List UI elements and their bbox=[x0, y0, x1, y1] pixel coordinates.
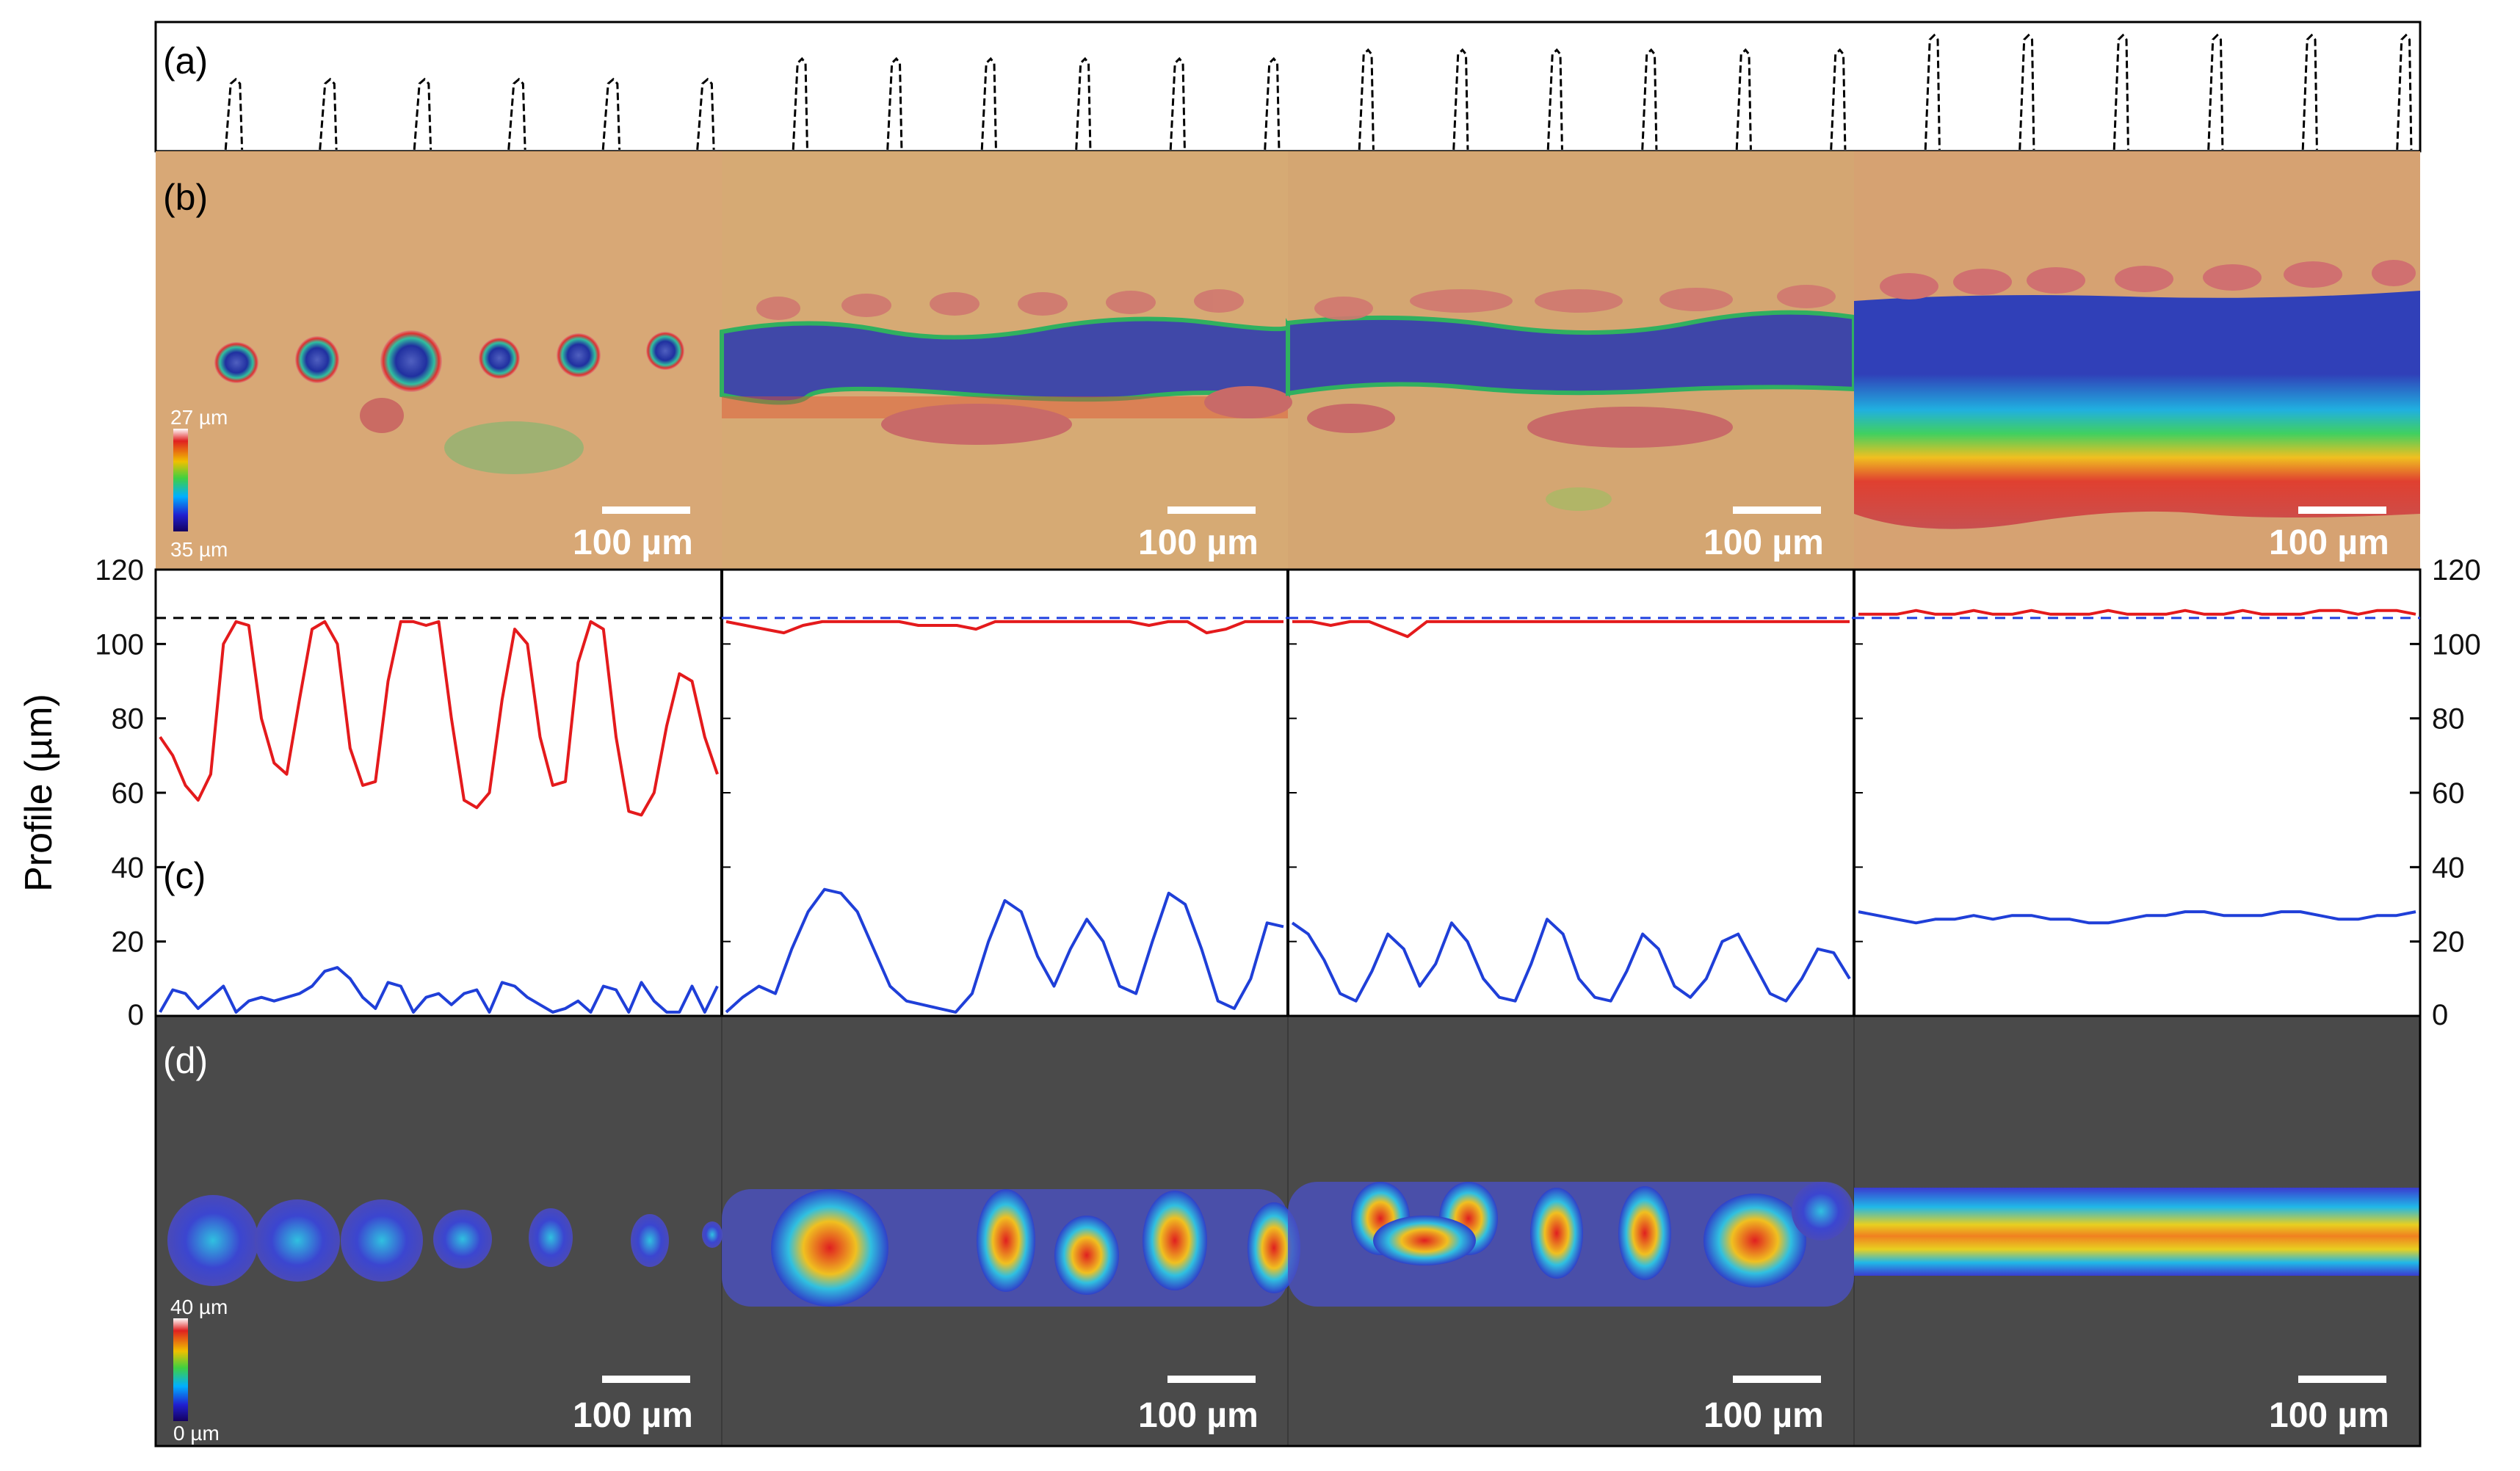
drop bbox=[360, 398, 404, 433]
y-tick-label-right: 100 bbox=[2432, 628, 2481, 661]
colorbar-b-top-label: 27 µm bbox=[170, 406, 228, 429]
series-line bbox=[159, 966, 719, 1014]
pulse bbox=[601, 77, 621, 150]
peaks bbox=[1351, 1182, 1850, 1287]
y-tick-label-right: 40 bbox=[2432, 851, 2465, 884]
series-line bbox=[1858, 910, 2416, 925]
panel-b-height-maps: 27 µm 35 µm (b) 100 µm 100 µm 100 µm 100… bbox=[156, 151, 2420, 570]
y-tick-label-right: 0 bbox=[2432, 999, 2448, 1031]
ridge-row bbox=[1314, 285, 1836, 320]
series-line bbox=[159, 620, 719, 817]
pulse bbox=[2018, 33, 2035, 150]
scale-bar-label: 100 µm bbox=[1703, 1396, 1824, 1435]
colorbar-b-bottom-label: 35 µm bbox=[170, 538, 228, 561]
pulse bbox=[1830, 48, 1847, 150]
pulse bbox=[1924, 33, 1941, 150]
y-tick-label-right: 20 bbox=[2432, 926, 2465, 959]
pulse bbox=[980, 57, 997, 150]
colorbar-d bbox=[173, 1318, 188, 1421]
pulse bbox=[1358, 48, 1375, 150]
y-tick-label-left: 0 bbox=[128, 999, 144, 1031]
panel-b-label: (b) bbox=[163, 177, 208, 218]
colorbar-d-top-label: 40 µm bbox=[170, 1296, 228, 1318]
panel-d-3d-maps: 40 µm 0 µm (d) 100 µm 100 µm 100 µm 100 … bbox=[154, 1014, 2422, 1448]
series-group bbox=[159, 609, 2416, 1014]
bulge bbox=[1307, 404, 1395, 433]
drop bbox=[646, 332, 684, 370]
pulse bbox=[1641, 48, 1658, 150]
y-tick-label-left: 40 bbox=[112, 851, 145, 884]
series-line bbox=[725, 620, 1283, 635]
y-tick-label-right: 60 bbox=[2432, 777, 2465, 810]
bulge bbox=[881, 404, 1072, 445]
series-line bbox=[1292, 620, 1850, 639]
drop bbox=[295, 336, 339, 383]
pulse bbox=[1452, 48, 1469, 150]
scale-bar-label: 100 µm bbox=[573, 523, 693, 562]
scale-bar-label: 100 µm bbox=[1703, 523, 1824, 562]
ridge-row bbox=[1880, 260, 2416, 299]
wide-track bbox=[1854, 291, 2420, 529]
panel-a-frame bbox=[154, 21, 2422, 153]
panel-a-label: (a) bbox=[163, 40, 208, 81]
pulse bbox=[224, 77, 244, 150]
pulse bbox=[1264, 57, 1281, 150]
drop bbox=[479, 338, 520, 379]
pulse bbox=[2112, 33, 2129, 150]
ridge-row bbox=[756, 289, 1244, 320]
pulse bbox=[413, 77, 432, 150]
panel-a-pulse-train: (a) bbox=[154, 21, 2422, 153]
pulse bbox=[2207, 33, 2224, 150]
drop bbox=[214, 342, 258, 383]
bulge bbox=[1204, 386, 1292, 418]
scale-bar-label: 100 µm bbox=[2269, 1396, 2389, 1435]
pulse bbox=[1075, 57, 1092, 150]
pulse bbox=[319, 77, 338, 150]
smear bbox=[444, 421, 584, 474]
scale-bars-b: 100 µm 100 µm 100 µm 100 µm bbox=[573, 506, 2389, 562]
peaks bbox=[771, 1189, 1300, 1307]
pulse bbox=[792, 57, 808, 150]
scale-bar-label: 100 µm bbox=[1138, 523, 1259, 562]
y-tick-label-left: 80 bbox=[112, 703, 145, 736]
pulse bbox=[2396, 33, 2413, 150]
panel-d-frame bbox=[154, 1014, 2422, 1448]
scale-bar-label: 100 µm bbox=[1138, 1396, 1259, 1435]
pulse bbox=[886, 57, 903, 150]
y-tick-label-left: 120 bbox=[95, 554, 144, 586]
y-tick-label-left: 100 bbox=[95, 628, 144, 661]
drop bbox=[380, 330, 442, 392]
pulse bbox=[1546, 48, 1563, 150]
continuous-band bbox=[1854, 1188, 2420, 1276]
y-axis-label: Profile (µm) bbox=[18, 694, 60, 892]
drop bbox=[557, 333, 601, 377]
pulse bbox=[1735, 48, 1752, 150]
islands bbox=[167, 1195, 723, 1286]
series-line bbox=[725, 887, 1284, 1014]
y-tick-label-left: 20 bbox=[112, 926, 145, 959]
bulge bbox=[1527, 407, 1733, 448]
pulse bbox=[1169, 57, 1186, 150]
panel-d-label: (d) bbox=[163, 1040, 208, 1081]
colorbar-b bbox=[173, 429, 188, 531]
series-line bbox=[1858, 609, 2416, 616]
scale-bar-label: 100 µm bbox=[2269, 523, 2389, 562]
pulse bbox=[507, 77, 526, 150]
y-tick-label-right: 120 bbox=[2432, 554, 2481, 586]
panel-c-profile-plot: 0 0 20 20 40 40 60 60 80 80 100 100 120 120 (c) Profi… bbox=[18, 554, 2481, 1031]
y-tick-label-left: 60 bbox=[112, 777, 145, 810]
series-line bbox=[1291, 918, 1851, 1003]
pulse bbox=[2301, 33, 2318, 150]
pulse bbox=[696, 77, 715, 150]
pulse-group bbox=[224, 33, 2413, 150]
axis-ticks: 0 0 20 20 40 40 60 60 80 80 100 100 120 120 bbox=[95, 554, 2481, 1031]
smear bbox=[1546, 487, 1612, 511]
scale-bar-label: 100 µm bbox=[573, 1396, 693, 1435]
colorbar-d-bottom-label: 0 µm bbox=[173, 1422, 220, 1445]
y-tick-label-right: 80 bbox=[2432, 703, 2465, 736]
panel-c-label: (c) bbox=[163, 855, 206, 896]
scale-bars-d: 100 µm 100 µm 100 µm 100 µm bbox=[573, 1376, 2389, 1435]
